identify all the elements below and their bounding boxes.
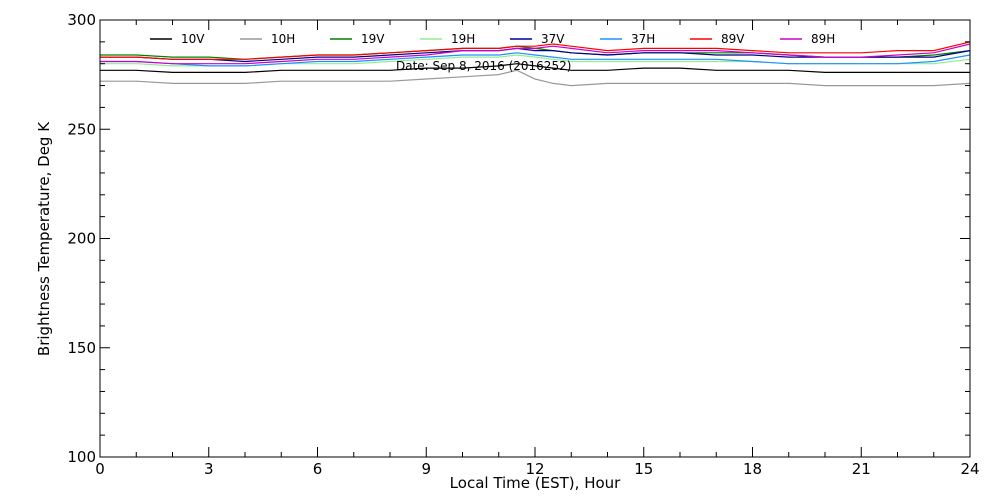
series-line-89h <box>100 43 971 65</box>
y-tick-label: 150 <box>67 339 96 357</box>
x-tick-label: 24 <box>960 460 979 478</box>
legend-label-10v: 10V <box>181 32 205 46</box>
legend: 10V 10H 19V 19H 37V 37H 89V 89H <box>150 32 835 46</box>
x-tick-label: 0 <box>95 460 105 478</box>
axes-layer: 0 3 6 9 12 15 18 21 24 100 150 200 250 300 <box>67 11 979 478</box>
x-tick-label: 3 <box>204 460 214 478</box>
x-axis-title: Local Time (EST), Hour <box>450 474 621 492</box>
x-tick-label: 6 <box>313 460 323 478</box>
series-line-37v <box>100 47 971 63</box>
legend-label-19h: 19H <box>451 32 475 46</box>
y-tick-label: 300 <box>67 11 96 29</box>
date-annotation: Date: Sep 8, 2016 (2016252) <box>396 59 571 73</box>
series-line-89v <box>100 41 971 60</box>
y-tick-label: 200 <box>67 230 96 248</box>
series-line-10h <box>100 69 971 87</box>
x-tick-label: 12 <box>525 460 544 478</box>
x-tick-label: 18 <box>743 460 762 478</box>
legend-label-19v: 19V <box>361 32 385 46</box>
legend-label-37h: 37H <box>631 32 655 46</box>
x-tick-label: 15 <box>634 460 653 478</box>
legend-label-89v: 89V <box>721 32 745 46</box>
legend-label-10h: 10H <box>271 32 295 46</box>
legend-label-37v: 37V <box>541 32 565 46</box>
x-tick-label: 9 <box>421 460 431 478</box>
legend-label-89h: 89H <box>811 32 835 46</box>
x-tick-label: 21 <box>852 460 871 478</box>
series-line-10v <box>100 63 970 74</box>
y-tick-label: 250 <box>67 120 96 138</box>
y-axis-title: Brightness Temperature, Deg K <box>35 121 53 356</box>
series-layer <box>100 41 971 87</box>
series-line-37h <box>100 52 971 67</box>
y-tick-label: 100 <box>67 448 96 466</box>
